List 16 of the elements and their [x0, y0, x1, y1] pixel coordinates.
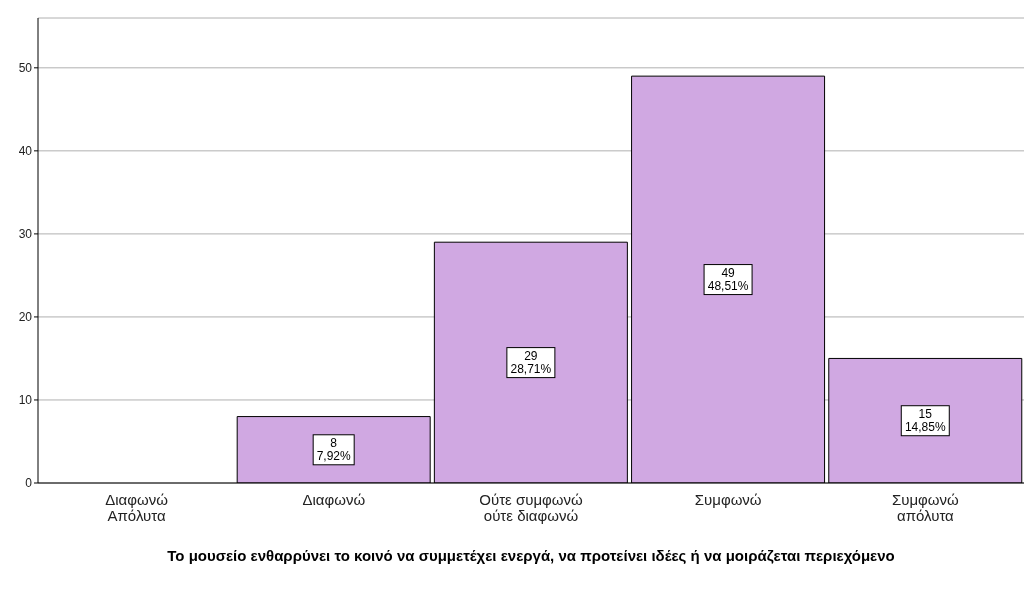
- data-label: 29 28,71%: [510, 348, 552, 376]
- y-tick-label: 0: [25, 476, 33, 491]
- x-axis-title: Το μουσείο ενθαρρύνει το κοινό να συμμετέχει ενεργά, να προτείνει ιδέες ή να μοιράζεται περιεχόμενο: [166, 547, 896, 564]
- data-label: 15 14,85%: [904, 406, 946, 434]
- data-label: 49 48,51%: [707, 265, 749, 293]
- y-tick-label: 50: [18, 61, 33, 76]
- y-tick-label: 30: [18, 227, 33, 242]
- y-tick-label: 40: [18, 144, 33, 159]
- x-tick-label: Συμφωνώ: [694, 491, 762, 508]
- x-tick-label: Διαφωνώ Απόλυτα: [105, 491, 169, 524]
- x-tick-label: Συμφωνώ απόλυτα: [892, 491, 960, 524]
- x-tick-label: Ούτε συμφωνώ ούτε διαφωνώ: [479, 491, 583, 524]
- y-tick-label: 20: [18, 310, 33, 325]
- data-label: 8 7,92%: [316, 435, 352, 463]
- y-tick-label: 10: [18, 393, 33, 408]
- x-tick-label: Διαφωνώ: [302, 491, 366, 508]
